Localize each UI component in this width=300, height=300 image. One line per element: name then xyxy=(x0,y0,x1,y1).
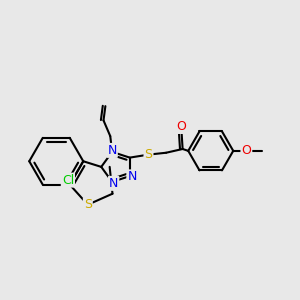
Text: N: N xyxy=(109,177,118,190)
Text: Cl: Cl xyxy=(62,174,74,187)
Text: N: N xyxy=(127,170,137,183)
Text: S: S xyxy=(84,198,92,211)
Text: O: O xyxy=(242,144,251,158)
Text: S: S xyxy=(145,148,152,161)
Text: N: N xyxy=(107,144,117,157)
Text: O: O xyxy=(177,120,186,133)
